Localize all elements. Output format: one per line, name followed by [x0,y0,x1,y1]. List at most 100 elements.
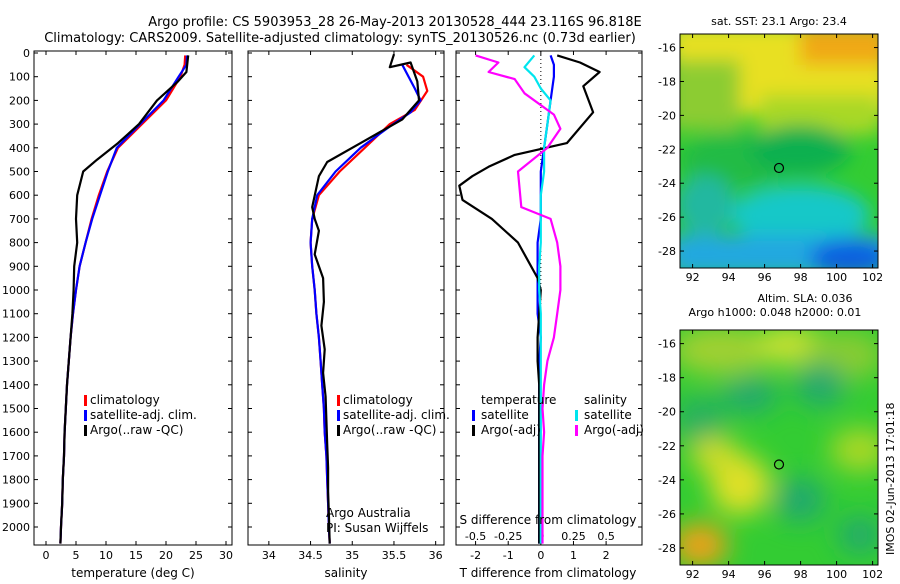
y-tick-label: 1000 [2,284,30,297]
sst-field-blobs [680,34,878,268]
argo-location-marker [773,162,785,174]
map-x-tick-label: 94 [722,271,736,284]
map-x-tick-label: 92 [686,271,700,284]
x-tick-label: 30 [219,549,233,562]
salinity-xlabel: salinity [324,566,367,580]
y-tick-label: 1300 [2,355,30,368]
sla-teal-mid [722,377,778,413]
map-y-tick-label: -26 [658,211,676,224]
sla-field-blobs [680,330,878,565]
map-y-tick-label: -24 [658,177,676,190]
legend-label-argo: Argo(..raw -QC) [90,423,183,437]
sst-green-band-east [750,125,850,175]
legend-label-argo: Argo(..raw -QC) [343,423,436,437]
x-tick-label: 34.5 [298,549,323,562]
y-tick-label: 800 [9,237,30,250]
y-tick-label: 300 [9,118,30,131]
y-tick-label: 1800 [2,474,30,487]
map-y-tick-label: -18 [658,75,676,88]
series-line-cyan [523,54,552,544]
map-x-tick-label: 94 [722,568,736,580]
legend-label-temp-satellite: satellite [481,408,529,422]
series-line-blue [59,55,189,544]
legend-title-salinity: salinity [584,393,627,407]
difference-plot: -2 -1 0 1 2-0.5 -0.25 0 0.25 0.5 [456,51,642,562]
sst-cold-corner [810,240,878,268]
x-tick-label: -2 [470,549,481,562]
y-tick-label: 1100 [2,308,30,321]
temperature-panel-frame [33,50,233,546]
map-x-tick-label: 92 [686,568,700,580]
x-tick-label: 15 [129,549,143,562]
map-x-tick-label: 100 [826,568,847,580]
sla-teal-south [775,478,825,522]
y-tick-label: 1700 [2,450,30,463]
map-y-tick-label: -18 [658,372,676,385]
map-x-tick-label: 102 [862,271,883,284]
sla-teal-west [680,395,725,445]
legend-swatch-sal-satellite [575,410,578,421]
difference-legend: temperature salinity satellite Argo(-adj… [472,393,644,437]
series-line-black [311,53,421,544]
x-tick-label: 2 [603,549,610,562]
sla-yellow-west [690,437,740,473]
y-tick-label: 100 [9,71,30,84]
y-tick-label: 1600 [2,426,30,439]
series-line-black [59,55,190,544]
argo-location-marker [773,459,785,470]
x-tick-label: 0 [43,549,50,562]
sst-transition-west [680,60,740,130]
legend-swatch-sal-argo [575,425,578,436]
map-y-tick-label: -24 [658,474,676,487]
x-tick-label: 35 [345,549,359,562]
map-x-tick-label: 98 [794,271,808,284]
y-tick-label: 200 [9,94,30,107]
map-x-tick-label: 98 [794,568,808,580]
sst-teal-west [680,175,735,235]
y-tick-label: 600 [9,189,30,202]
top-tick-label: 0.25 [561,530,586,543]
legend-label-sal-argo: Argo(-adj) [584,423,644,437]
x-tick-label: 34 [262,549,276,562]
sla-map-title-line-1: Altim. SLA: 0.036 [757,292,852,305]
salinity-panel-frame [247,50,445,546]
map-y-tick-label: -28 [658,542,676,555]
header-line-2: Climatology: CARS2009. Satellite-adjuste… [44,31,636,46]
sst-hot-corner [800,34,878,65]
x-tick-label: 5 [73,549,80,562]
sla-yellow-east [830,428,878,472]
map-y-tick-label: -16 [658,42,676,55]
map-y-tick-label: -20 [658,406,676,419]
x-tick-label: 25 [189,549,203,562]
map-x-tick-label: 96 [758,271,772,284]
map-y-tick-label: -16 [658,338,676,351]
sst-map-frame [679,33,879,269]
map-y-tick-label: -26 [658,508,676,521]
map-x-tick-label: 100 [826,271,847,284]
temperature-plot: 0100200300400500600700800900100011001200… [2,47,233,562]
legend-label-satellite-adj: satellite-adj. clim. [90,408,197,422]
y-tick-label: 700 [9,213,30,226]
sst-map-field [680,34,878,268]
x-tick-label: 35.5 [382,549,407,562]
legend-label-climatology: climatology [343,393,413,407]
series-line-black [458,54,601,544]
sst-map-axes: 92 94 96 98 100 102 -16 -18 -20 -22 -24 -26 -28 [658,34,883,284]
x-tick-label: 10 [99,549,113,562]
legend-swatch-argo [337,425,340,436]
legend-swatch-temp-argo [472,425,475,436]
sla-map-axes: 92 94 96 98 100 102 -16 -18 -20 -22 -24 -26 -28 [658,330,883,581]
sla-orange-sw [680,523,728,565]
top-tick-label: 0.5 [597,530,615,543]
y-tick-label: 1200 [2,331,30,344]
sla-map-frame [679,329,879,566]
header-line-1: Argo profile: CS 5903953_28 26-May-2013 … [148,15,641,30]
legend-swatch-satellite-adj [84,410,87,421]
y-tick-label: 1500 [2,403,30,416]
legend-swatch-climatology [337,395,340,406]
top-tick-label: -0.5 [465,530,486,543]
map-y-tick-label: -22 [658,143,676,156]
salinity-annotation-line-1: Argo Australia [326,506,411,520]
legend-title-temperature: temperature [481,393,556,407]
series-line-red [59,55,187,544]
